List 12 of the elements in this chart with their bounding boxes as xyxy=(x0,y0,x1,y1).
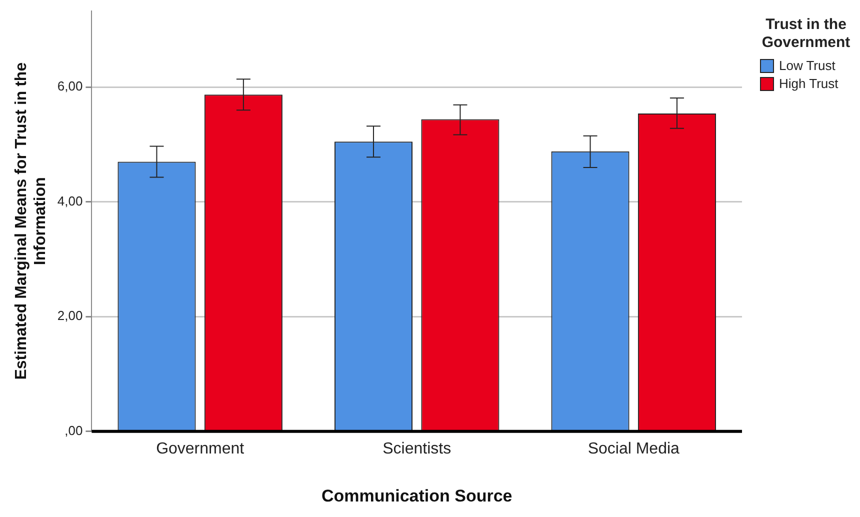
y-tick-label: 4,00 xyxy=(57,193,83,208)
x-tick-label: Social Media xyxy=(588,440,680,458)
y-tick-label: ,00 xyxy=(64,422,83,438)
y-tick-label: 2,00 xyxy=(57,308,83,324)
legend-title: Trust in the Government xyxy=(760,16,852,52)
legend-label: Low Trust xyxy=(779,58,836,73)
legend-label: High Trust xyxy=(779,76,838,91)
x-tick-label: Government xyxy=(156,440,245,458)
y-tick-label: 6,00 xyxy=(57,78,83,94)
x-axis-title: Communication Source xyxy=(321,486,512,506)
y-axis-title: Estimated Marginal Means for Trust in the Information xyxy=(13,62,50,380)
x-tick-label: Scientists xyxy=(382,440,452,458)
